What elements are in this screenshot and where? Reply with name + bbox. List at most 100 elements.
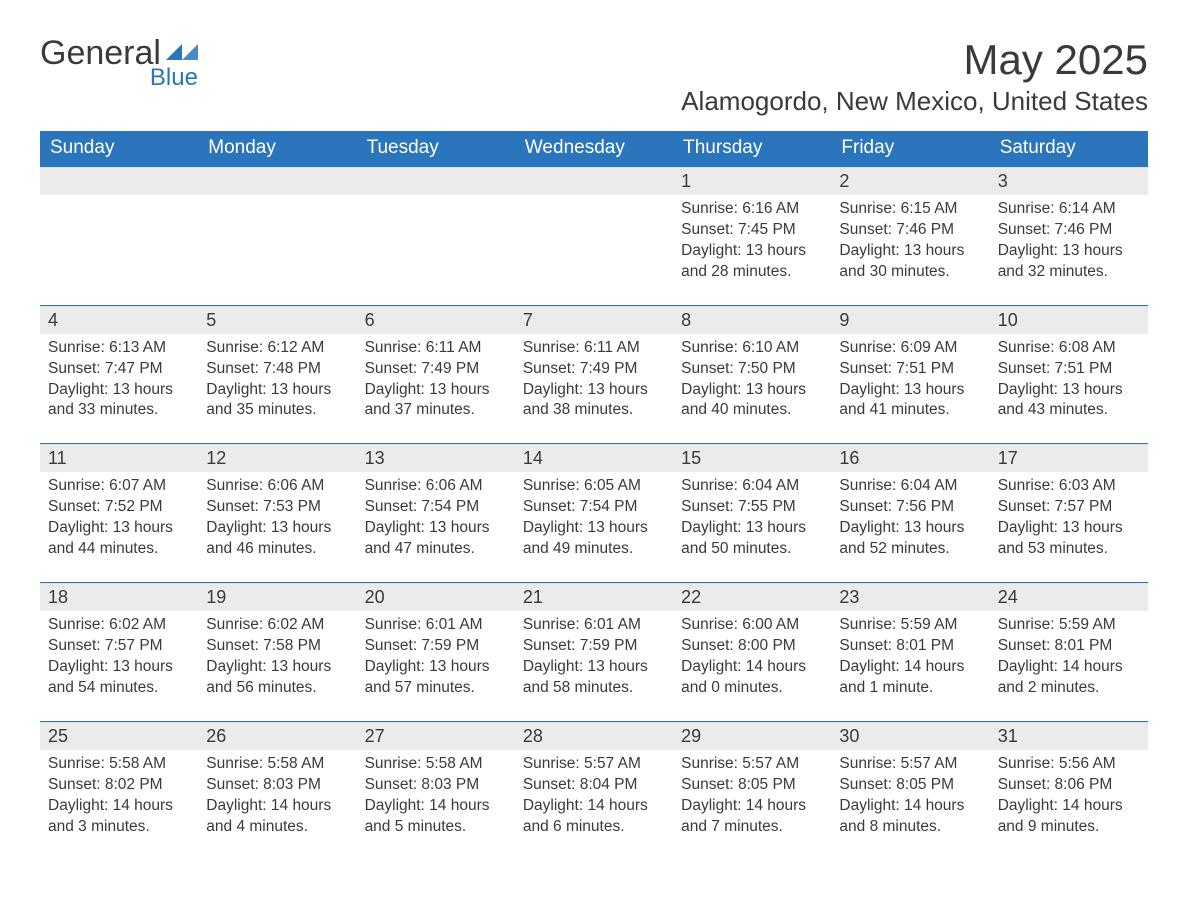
page-title: May 2025: [681, 36, 1148, 84]
sunrise-line: Sunrise: 5:57 AM: [839, 754, 981, 775]
week-content-row: Sunrise: 6:13 AMSunset: 7:47 PMDaylight:…: [40, 334, 1148, 444]
day-cell-content: Sunrise: 6:10 AMSunset: 7:50 PMDaylight:…: [673, 334, 831, 444]
day-cell-content: Sunrise: 5:58 AMSunset: 8:03 PMDaylight:…: [357, 750, 515, 860]
day-cell-number: 2: [831, 167, 989, 195]
day-number: [357, 167, 515, 195]
day-number: 27: [357, 722, 515, 750]
day-cell-content: Sunrise: 6:12 AMSunset: 7:48 PMDaylight:…: [198, 334, 356, 444]
day-number: 6: [357, 306, 515, 334]
logo-part2: Blue: [150, 64, 198, 92]
day-header-row: Sunday Monday Tuesday Wednesday Thursday…: [40, 131, 1148, 167]
day-cell-number: 12: [198, 443, 356, 472]
calendar-table: Sunday Monday Tuesday Wednesday Thursday…: [40, 131, 1148, 859]
day-header: Wednesday: [515, 131, 673, 167]
week-content-row: Sunrise: 6:02 AMSunset: 7:57 PMDaylight:…: [40, 611, 1148, 721]
week-content-row: Sunrise: 6:16 AMSunset: 7:45 PMDaylight:…: [40, 195, 1148, 305]
week-daynum-row: 123: [40, 167, 1148, 195]
daylight-line: Daylight: 13 hours and 49 minutes.: [523, 518, 665, 560]
logo-triangle-icon: [166, 38, 198, 62]
daylight-line: Daylight: 13 hours and 41 minutes.: [839, 380, 981, 422]
day-cell-number: [40, 167, 198, 195]
day-number: 23: [831, 583, 989, 611]
sunrise-line: Sunrise: 6:13 AM: [48, 338, 190, 359]
day-details: Sunrise: 6:15 AMSunset: 7:46 PMDaylight:…: [831, 195, 989, 305]
daylight-line: Daylight: 13 hours and 28 minutes.: [681, 241, 823, 283]
day-cell-content: Sunrise: 6:02 AMSunset: 7:57 PMDaylight:…: [40, 611, 198, 721]
day-details: Sunrise: 5:58 AMSunset: 8:03 PMDaylight:…: [198, 750, 356, 860]
day-number: 8: [673, 306, 831, 334]
day-details: Sunrise: 5:58 AMSunset: 8:03 PMDaylight:…: [357, 750, 515, 860]
day-cell-number: 13: [357, 443, 515, 472]
sunrise-line: Sunrise: 5:58 AM: [48, 754, 190, 775]
sunrise-line: Sunrise: 6:00 AM: [681, 615, 823, 636]
day-cell-content: Sunrise: 6:14 AMSunset: 7:46 PMDaylight:…: [990, 195, 1148, 305]
sunrise-line: Sunrise: 6:11 AM: [365, 338, 507, 359]
day-cell-number: [357, 167, 515, 195]
sunrise-line: Sunrise: 6:12 AM: [206, 338, 348, 359]
day-cell-content: Sunrise: 6:07 AMSunset: 7:52 PMDaylight:…: [40, 472, 198, 582]
daylight-line: Daylight: 14 hours and 6 minutes.: [523, 796, 665, 838]
day-details: Sunrise: 6:12 AMSunset: 7:48 PMDaylight:…: [198, 334, 356, 444]
day-details: Sunrise: 5:57 AMSunset: 8:05 PMDaylight:…: [673, 750, 831, 860]
day-cell-content: Sunrise: 6:11 AMSunset: 7:49 PMDaylight:…: [515, 334, 673, 444]
day-details: Sunrise: 6:13 AMSunset: 7:47 PMDaylight:…: [40, 334, 198, 444]
day-cell-number: 23: [831, 582, 989, 611]
day-number: 1: [673, 167, 831, 195]
daylight-line: Daylight: 13 hours and 44 minutes.: [48, 518, 190, 560]
day-cell-content: Sunrise: 6:06 AMSunset: 7:54 PMDaylight:…: [357, 472, 515, 582]
day-cell-number: 17: [990, 443, 1148, 472]
day-details: Sunrise: 5:57 AMSunset: 8:05 PMDaylight:…: [831, 750, 989, 860]
day-number: 22: [673, 583, 831, 611]
daylight-line: Daylight: 14 hours and 4 minutes.: [206, 796, 348, 838]
sunrise-line: Sunrise: 5:59 AM: [839, 615, 981, 636]
daylight-line: Daylight: 14 hours and 3 minutes.: [48, 796, 190, 838]
day-number: 20: [357, 583, 515, 611]
sunrise-line: Sunrise: 5:57 AM: [523, 754, 665, 775]
sunrise-line: Sunrise: 6:11 AM: [523, 338, 665, 359]
day-number: 13: [357, 444, 515, 472]
sunrise-line: Sunrise: 5:58 AM: [206, 754, 348, 775]
sunset-line: Sunset: 7:55 PM: [681, 497, 823, 518]
day-cell-number: 28: [515, 721, 673, 750]
day-details: Sunrise: 6:03 AMSunset: 7:57 PMDaylight:…: [990, 472, 1148, 582]
day-number: 9: [831, 306, 989, 334]
day-details: Sunrise: 6:10 AMSunset: 7:50 PMDaylight:…: [673, 334, 831, 444]
sunset-line: Sunset: 7:58 PM: [206, 636, 348, 657]
sunrise-line: Sunrise: 6:01 AM: [523, 615, 665, 636]
day-cell-number: 21: [515, 582, 673, 611]
day-cell-number: 25: [40, 721, 198, 750]
day-details: Sunrise: 6:14 AMSunset: 7:46 PMDaylight:…: [990, 195, 1148, 305]
day-number: [40, 167, 198, 195]
day-cell-content: Sunrise: 6:06 AMSunset: 7:53 PMDaylight:…: [198, 472, 356, 582]
week-daynum-row: 11121314151617: [40, 443, 1148, 472]
day-cell-number: 4: [40, 305, 198, 334]
day-details: [40, 195, 198, 285]
sunrise-line: Sunrise: 6:15 AM: [839, 199, 981, 220]
sunset-line: Sunset: 7:56 PM: [839, 497, 981, 518]
daylight-line: Daylight: 13 hours and 43 minutes.: [998, 380, 1140, 422]
day-details: Sunrise: 6:07 AMSunset: 7:52 PMDaylight:…: [40, 472, 198, 582]
daylight-line: Daylight: 13 hours and 53 minutes.: [998, 518, 1140, 560]
day-details: [515, 195, 673, 285]
day-number: 16: [831, 444, 989, 472]
sunset-line: Sunset: 7:50 PM: [681, 359, 823, 380]
day-details: Sunrise: 6:09 AMSunset: 7:51 PMDaylight:…: [831, 334, 989, 444]
day-cell-content: Sunrise: 6:09 AMSunset: 7:51 PMDaylight:…: [831, 334, 989, 444]
sunrise-line: Sunrise: 6:02 AM: [206, 615, 348, 636]
day-cell-number: 18: [40, 582, 198, 611]
sunset-line: Sunset: 8:00 PM: [681, 636, 823, 657]
day-details: Sunrise: 6:06 AMSunset: 7:54 PMDaylight:…: [357, 472, 515, 582]
day-details: Sunrise: 6:02 AMSunset: 7:58 PMDaylight:…: [198, 611, 356, 721]
day-cell-content: Sunrise: 6:02 AMSunset: 7:58 PMDaylight:…: [198, 611, 356, 721]
day-header: Thursday: [673, 131, 831, 167]
day-cell-content: Sunrise: 5:59 AMSunset: 8:01 PMDaylight:…: [831, 611, 989, 721]
day-cell-content: Sunrise: 6:01 AMSunset: 7:59 PMDaylight:…: [515, 611, 673, 721]
day-cell-number: 3: [990, 167, 1148, 195]
daylight-line: Daylight: 13 hours and 54 minutes.: [48, 657, 190, 699]
title-block: May 2025 Alamogordo, New Mexico, United …: [681, 36, 1148, 117]
sunset-line: Sunset: 7:54 PM: [523, 497, 665, 518]
logo-part1: General: [40, 34, 161, 72]
day-number: 2: [831, 167, 989, 195]
day-details: Sunrise: 6:04 AMSunset: 7:55 PMDaylight:…: [673, 472, 831, 582]
sunrise-line: Sunrise: 6:03 AM: [998, 476, 1140, 497]
